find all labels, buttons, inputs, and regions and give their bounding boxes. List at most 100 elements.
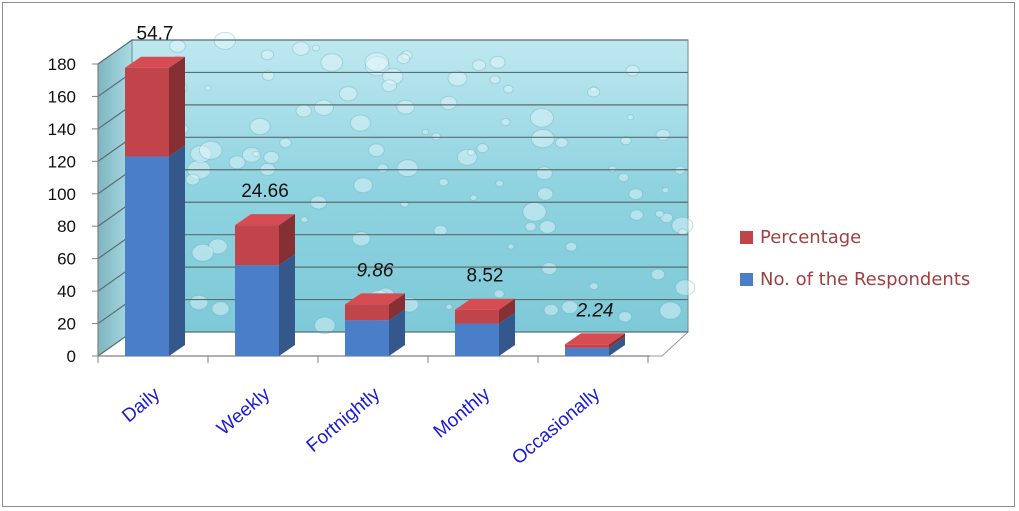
water-drop	[364, 52, 390, 72]
bar-segment	[345, 320, 389, 356]
bar-segment-side	[609, 333, 625, 348]
legend-swatch	[740, 273, 753, 286]
bar-segment-side	[389, 309, 405, 356]
water-drop	[292, 41, 310, 56]
water-drop	[249, 117, 271, 136]
water-drop	[400, 200, 410, 208]
water-drop	[431, 132, 442, 141]
bar-stack	[235, 214, 295, 356]
water-drop	[495, 179, 504, 188]
water-drop	[396, 53, 411, 65]
water-drop	[279, 137, 292, 149]
water-drop	[522, 201, 547, 222]
bar-segment-side	[279, 214, 295, 266]
water-drop	[396, 159, 419, 178]
water-drop	[433, 224, 448, 237]
water-drop	[300, 216, 309, 224]
bar-stack	[125, 56, 185, 356]
y-tick-label: 160	[48, 87, 76, 106]
data-label: 8.52	[467, 266, 504, 287]
legend-label: Percentage	[760, 227, 861, 248]
water-drop	[189, 145, 212, 163]
water-drop	[655, 128, 671, 141]
data-label: 54.7	[137, 24, 174, 45]
water-drop	[587, 86, 601, 98]
water-drop	[671, 216, 694, 235]
bar-segment	[235, 265, 279, 356]
legend-label: No. of the Respondents	[760, 269, 970, 290]
bar-segment-side	[609, 336, 625, 356]
water-drop	[625, 64, 640, 77]
water-drop	[378, 63, 387, 70]
water-drop	[438, 178, 449, 187]
bar-segment-top	[565, 333, 625, 345]
water-drop	[493, 289, 505, 299]
y-tick-label: 60	[57, 250, 76, 269]
category-label: Occasionally	[508, 383, 604, 469]
water-drop	[466, 148, 476, 156]
water-drop	[314, 316, 336, 335]
water-drop	[536, 187, 554, 201]
category-label: Monthly	[430, 383, 495, 442]
water-drop	[469, 194, 478, 202]
data-label: 24.66	[241, 181, 289, 202]
bar-segment	[565, 347, 609, 356]
data-label: 2.24	[576, 300, 614, 321]
water-drop	[263, 150, 280, 164]
water-drop	[471, 59, 487, 72]
water-drop	[555, 137, 569, 149]
data-label: 9.86	[357, 260, 394, 281]
water-drop	[524, 221, 537, 232]
water-drop	[213, 31, 237, 50]
water-drop	[198, 140, 223, 160]
water-drop	[185, 173, 200, 186]
gridline	[97, 39, 688, 65]
y-tick-label: 20	[57, 315, 76, 334]
bar-stack	[455, 298, 515, 356]
water-drop	[311, 44, 320, 52]
bar-segment	[455, 323, 499, 356]
bar-segment	[565, 344, 609, 348]
y-tick-label: 120	[48, 152, 76, 171]
y-tick-label: 40	[57, 282, 76, 301]
water-drop	[456, 148, 478, 166]
water-drop	[543, 303, 559, 317]
water-drop	[351, 231, 371, 247]
bar-segment	[125, 67, 169, 157]
water-drop	[626, 114, 635, 121]
water-drop	[654, 209, 665, 218]
water-drop	[295, 104, 312, 118]
water-drop	[349, 114, 371, 132]
bar-stack	[565, 333, 625, 356]
back-wall	[131, 39, 689, 333]
bar-segment-side	[169, 145, 185, 356]
water-drop	[476, 143, 489, 154]
water-drop	[261, 70, 275, 81]
water-drop	[189, 294, 209, 311]
water-drop	[617, 172, 630, 183]
water-drop	[539, 220, 557, 234]
water-drop	[541, 261, 558, 275]
water-drop	[565, 241, 578, 252]
y-tick-label: 180	[48, 55, 76, 74]
water-drop	[208, 238, 228, 255]
bar-segment-top	[235, 214, 295, 226]
y-tick-label: 0	[67, 347, 76, 366]
water-drop	[530, 129, 555, 149]
water-drop	[500, 117, 511, 127]
bar-segment	[125, 156, 169, 356]
bar-segment	[345, 304, 389, 321]
water-drop	[529, 108, 555, 128]
category-label: Daily	[118, 383, 164, 427]
water-drop	[650, 268, 666, 281]
legend-item: No. of the Respondents	[740, 269, 970, 290]
water-drop	[620, 135, 632, 146]
water-drop	[211, 301, 230, 317]
water-drop	[618, 311, 633, 323]
bar-segment-side	[389, 293, 405, 321]
water-drop	[445, 303, 453, 310]
water-drop	[608, 165, 617, 173]
water-drop	[228, 155, 246, 170]
water-drop	[629, 209, 644, 221]
